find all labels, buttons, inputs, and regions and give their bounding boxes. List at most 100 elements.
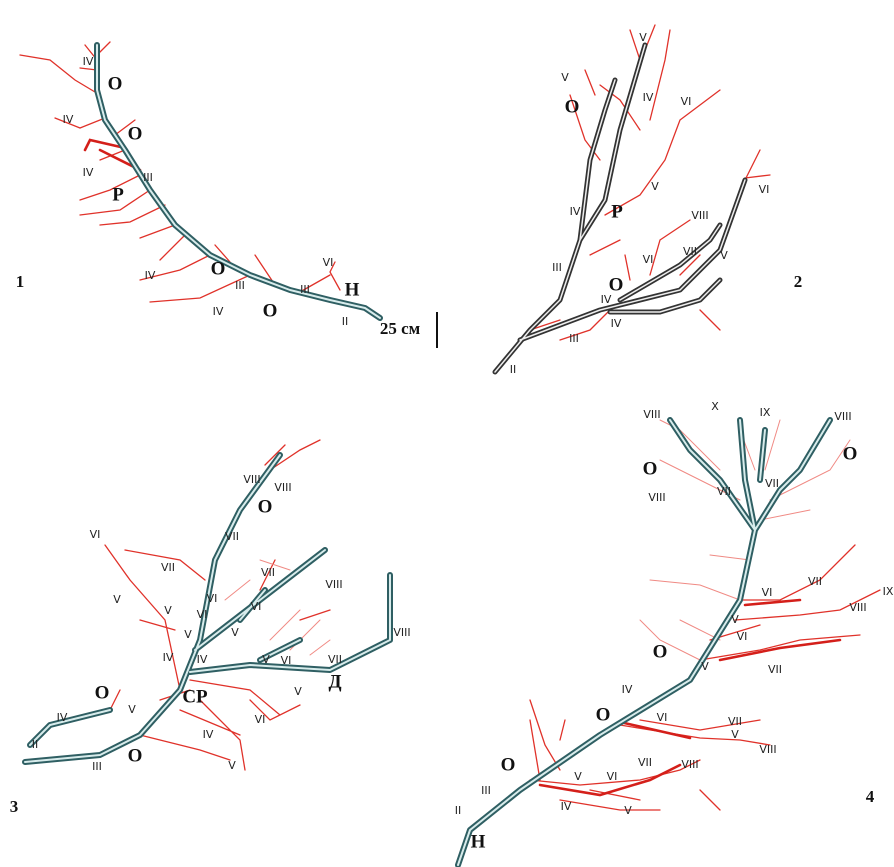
order-label: VI — [607, 770, 618, 783]
panel-number: 3 — [10, 797, 19, 816]
order-label: X — [711, 400, 719, 413]
order-label: IV — [63, 113, 74, 126]
order-label: VI — [681, 95, 692, 108]
order-label: III — [143, 171, 153, 184]
point-label: P — [112, 184, 124, 205]
point-label: CP — [182, 686, 208, 707]
order-label: V — [113, 593, 121, 606]
order-label: V — [561, 71, 569, 84]
order-label: VII — [728, 715, 742, 728]
order-label: IV — [197, 653, 208, 666]
order-label: V — [701, 660, 709, 673]
order-label: IV — [57, 711, 68, 724]
branches-2 — [495, 25, 770, 372]
order-label: VI — [643, 253, 654, 266]
order-label: III — [92, 760, 102, 773]
order-label: VI — [737, 630, 748, 643]
order-label: IV — [163, 651, 174, 664]
order-label: V — [639, 31, 647, 44]
page: {"panels": [ {"number": "1", "labels": [… — [0, 0, 894, 867]
point-label: O — [128, 745, 143, 766]
order-label: IV — [83, 55, 94, 68]
point-label: P — [611, 201, 623, 222]
order-label: VII — [768, 663, 782, 676]
order-label: IV — [203, 728, 214, 741]
order-label: IV — [570, 205, 581, 218]
order-label: V — [651, 180, 659, 193]
point-label: O — [653, 641, 668, 662]
order-label: VI — [762, 586, 773, 599]
order-label: VIII — [393, 626, 410, 639]
order-label: VI — [255, 713, 266, 726]
figure: 25 см 1IVOIVOIVIIIPVIHIVOIIIIIIIVOII2VVO… — [0, 0, 894, 867]
order-label: V — [262, 653, 270, 666]
order-label: III — [300, 283, 310, 296]
order-label: VI — [90, 528, 101, 541]
order-label: VII — [683, 245, 697, 258]
order-label: VIII — [648, 491, 665, 504]
order-label: II — [455, 804, 462, 817]
point-label: O — [108, 73, 123, 94]
order-label: III — [481, 784, 491, 797]
order-label: IV — [561, 800, 572, 813]
order-label: V — [228, 759, 236, 772]
order-label: VII — [638, 756, 652, 769]
order-label: II — [510, 363, 517, 376]
panel-number: 2 — [794, 272, 803, 291]
point-label: O — [258, 496, 273, 517]
point-label: O — [843, 443, 858, 464]
point-label: H — [471, 831, 486, 852]
order-label: VI — [323, 256, 334, 269]
point-label: O — [643, 458, 658, 479]
order-label: V — [624, 804, 632, 817]
order-label: IV — [601, 293, 612, 306]
order-label: VI — [251, 600, 262, 613]
order-label: IV — [83, 166, 94, 179]
order-label: V — [231, 626, 239, 639]
order-label: III — [552, 261, 562, 274]
order-label: VIII — [643, 408, 660, 421]
point-label: Д — [328, 671, 341, 692]
order-label: V — [164, 604, 172, 617]
order-label: VI — [281, 654, 292, 667]
order-label: IX — [760, 406, 771, 419]
point-label: O — [211, 258, 226, 279]
order-label: VIII — [325, 578, 342, 591]
point-label: O — [596, 704, 611, 725]
order-label: VII — [161, 561, 175, 574]
order-label: V — [731, 613, 739, 626]
panel-number: 4 — [866, 787, 875, 806]
order-label: V — [731, 728, 739, 741]
order-label: VIII — [759, 743, 776, 756]
order-label: IV — [213, 305, 224, 318]
order-label: III — [569, 332, 579, 345]
order-label: V — [574, 770, 582, 783]
branches-4 — [458, 420, 880, 865]
order-label: IV — [622, 683, 633, 696]
order-label: IV — [611, 317, 622, 330]
point-label: O — [263, 300, 278, 321]
branches-3 — [25, 440, 390, 770]
order-label: VIII — [681, 758, 698, 771]
order-label: VI — [207, 592, 218, 605]
point-label: H — [345, 279, 360, 300]
order-label: VIII — [691, 209, 708, 222]
order-label: V — [128, 703, 136, 716]
order-label: VIII — [274, 481, 291, 494]
order-label: VIII — [834, 410, 851, 423]
order-label: V — [294, 685, 302, 698]
order-label: VI — [197, 608, 208, 621]
order-label: VII — [765, 477, 779, 490]
order-label: VII — [328, 653, 342, 666]
order-label: V — [720, 249, 728, 262]
order-label: IV — [643, 91, 654, 104]
order-label: II — [342, 315, 349, 328]
scale-label: 25 см — [380, 319, 421, 338]
order-label: VIII — [849, 601, 866, 614]
order-label: VI — [759, 183, 770, 196]
branches-1 — [20, 42, 437, 348]
order-label: II — [32, 738, 39, 751]
order-label: VII — [261, 566, 275, 579]
order-label: VI — [657, 711, 668, 724]
point-label: O — [128, 123, 143, 144]
